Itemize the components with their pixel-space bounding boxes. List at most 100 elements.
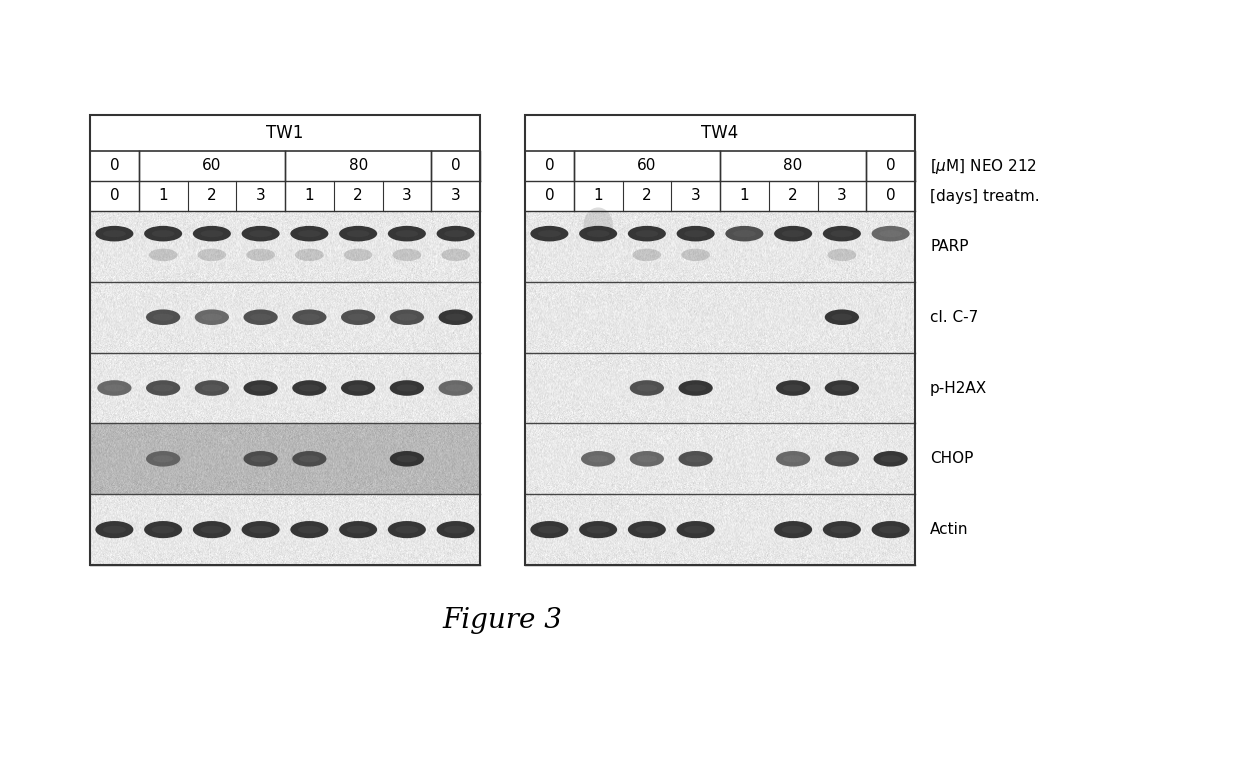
Ellipse shape [873,451,908,467]
Ellipse shape [436,226,475,242]
Ellipse shape [823,521,861,538]
Text: 2: 2 [789,188,797,203]
Ellipse shape [396,526,418,533]
Ellipse shape [197,249,226,261]
Ellipse shape [298,526,321,533]
Ellipse shape [95,226,134,242]
Text: [$\mu$M] NEO 212: [$\mu$M] NEO 212 [930,156,1037,175]
Ellipse shape [389,380,424,396]
Ellipse shape [439,310,472,325]
Ellipse shape [681,249,709,261]
Ellipse shape [341,380,376,396]
Text: 1: 1 [305,188,314,203]
Ellipse shape [202,314,222,321]
Ellipse shape [444,230,467,237]
Ellipse shape [293,451,326,467]
Ellipse shape [95,521,134,538]
Text: 3: 3 [837,188,847,203]
Ellipse shape [872,226,910,242]
Ellipse shape [193,226,231,242]
Ellipse shape [587,230,610,237]
Ellipse shape [299,455,320,462]
Ellipse shape [872,521,910,538]
Ellipse shape [832,385,852,392]
Ellipse shape [782,385,804,392]
Ellipse shape [538,526,560,533]
Text: 1: 1 [593,188,603,203]
Ellipse shape [242,226,280,242]
Ellipse shape [827,249,856,261]
Ellipse shape [393,249,422,261]
Ellipse shape [531,521,568,538]
Ellipse shape [781,230,805,237]
Ellipse shape [249,230,272,237]
Ellipse shape [247,249,275,261]
Ellipse shape [445,385,466,392]
Text: 3: 3 [451,188,460,203]
Text: 0: 0 [451,159,460,174]
Ellipse shape [299,385,320,392]
Ellipse shape [832,314,852,321]
Text: 0: 0 [885,159,895,174]
Ellipse shape [531,226,568,242]
Ellipse shape [630,451,663,467]
Text: TW4: TW4 [702,124,739,142]
Text: Figure 3: Figure 3 [443,607,563,633]
Text: 2: 2 [353,188,363,203]
Ellipse shape [389,451,424,467]
Ellipse shape [347,230,370,237]
Ellipse shape [538,230,560,237]
Ellipse shape [243,451,278,467]
Ellipse shape [290,226,329,242]
Ellipse shape [774,226,812,242]
Ellipse shape [290,521,329,538]
Text: 0: 0 [544,159,554,174]
Text: 0: 0 [544,188,554,203]
Ellipse shape [588,455,609,462]
Ellipse shape [879,230,901,237]
Ellipse shape [825,310,859,325]
Ellipse shape [686,455,706,462]
Ellipse shape [103,230,125,237]
Ellipse shape [341,310,376,325]
Ellipse shape [144,226,182,242]
Ellipse shape [444,526,467,533]
Text: Actin: Actin [930,522,968,537]
Ellipse shape [298,230,321,237]
Ellipse shape [823,226,861,242]
Text: 60: 60 [202,159,222,174]
Ellipse shape [293,310,326,325]
Ellipse shape [295,249,324,261]
Ellipse shape [389,310,424,325]
Bar [525,115,915,565]
Ellipse shape [441,249,470,261]
Ellipse shape [250,455,270,462]
Ellipse shape [151,526,175,533]
Ellipse shape [879,526,901,533]
Ellipse shape [146,310,180,325]
Ellipse shape [195,310,229,325]
Ellipse shape [880,455,901,462]
Ellipse shape [684,526,707,533]
Ellipse shape [782,455,804,462]
Text: 3: 3 [402,188,412,203]
Ellipse shape [339,226,377,242]
Ellipse shape [339,521,377,538]
Text: 60: 60 [637,159,656,174]
Ellipse shape [627,521,666,538]
Text: 0: 0 [109,159,119,174]
Ellipse shape [825,380,859,396]
Ellipse shape [243,380,278,396]
Ellipse shape [677,226,714,242]
Ellipse shape [630,380,663,396]
Ellipse shape [397,455,417,462]
Ellipse shape [153,385,174,392]
Ellipse shape [635,526,658,533]
Text: cl. C-7: cl. C-7 [930,310,978,325]
Ellipse shape [397,385,417,392]
Ellipse shape [153,455,174,462]
Ellipse shape [831,526,853,533]
Ellipse shape [781,526,805,533]
Ellipse shape [774,521,812,538]
Text: 0: 0 [885,188,895,203]
